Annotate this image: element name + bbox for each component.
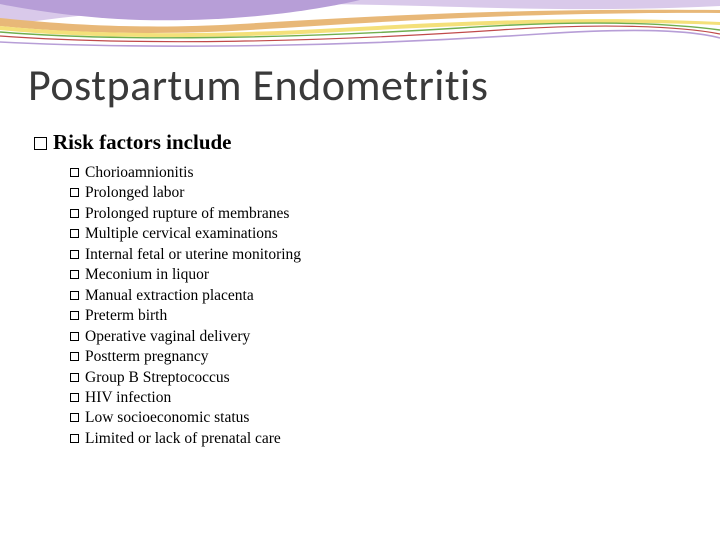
- list-item: Operative vaginal delivery: [70, 327, 692, 347]
- list-item-label: Meconium in liquor: [85, 266, 209, 283]
- list-item: HIV infection: [70, 388, 692, 408]
- list-item-label: Operative vaginal delivery: [85, 328, 250, 345]
- list-item-label: Prolonged labor: [85, 184, 184, 201]
- list-item: Preterm birth: [70, 306, 692, 326]
- bullet-box-icon: [70, 291, 79, 300]
- bullet-box-icon: [70, 434, 79, 443]
- subheading-text: Risk factors include: [53, 130, 232, 154]
- page-title: Postpartum Endometritis: [28, 58, 692, 112]
- risk-factors-list: Chorioamnionitis Prolonged labor Prolonged…: [70, 163, 692, 449]
- list-item-label: Prolonged rupture of membranes: [85, 205, 289, 222]
- bullet-box-icon: [70, 352, 79, 361]
- list-item: Internal fetal or uterine monitoring: [70, 245, 692, 265]
- list-item-label: Internal fetal or uterine monitoring: [85, 246, 301, 263]
- bullet-box-icon: [70, 270, 79, 279]
- bullet-box-icon: [70, 250, 79, 259]
- list-item: Meconium in liquor: [70, 265, 692, 285]
- bullet-box-icon: [70, 413, 79, 422]
- list-item: Prolonged labor: [70, 183, 692, 203]
- list-item-label: Postterm pregnancy: [85, 348, 209, 365]
- list-item-label: Low socioeconomic status: [85, 409, 249, 426]
- list-item-label: Multiple cervical examinations: [85, 225, 278, 242]
- list-item-label: HIV infection: [85, 389, 171, 406]
- list-item: Manual extraction placenta: [70, 286, 692, 306]
- bullet-box-icon: [70, 188, 79, 197]
- list-item: Multiple cervical examinations: [70, 224, 692, 244]
- list-item: Prolonged rupture of membranes: [70, 204, 692, 224]
- list-item: Low socioeconomic status: [70, 408, 692, 428]
- list-item-label: Group B Streptococcus: [85, 369, 230, 386]
- bullet-box-icon: [70, 168, 79, 177]
- list-item-label: Limited or lack of prenatal care: [85, 430, 281, 447]
- bullet-box-icon: [70, 311, 79, 320]
- list-item-label: Chorioamnionitis: [85, 164, 194, 181]
- subheading: Risk factors include: [34, 130, 692, 155]
- list-item: Chorioamnionitis: [70, 163, 692, 183]
- list-item: Postterm pregnancy: [70, 347, 692, 367]
- list-item: Group B Streptococcus: [70, 368, 692, 388]
- bullet-box-icon: [34, 137, 47, 150]
- bullet-box-icon: [70, 393, 79, 402]
- bullet-box-icon: [70, 229, 79, 238]
- bullet-box-icon: [70, 209, 79, 218]
- slide-content: Postpartum Endometritis Risk factors inc…: [28, 58, 692, 449]
- list-item-label: Manual extraction placenta: [85, 287, 254, 304]
- list-item-label: Preterm birth: [85, 307, 167, 324]
- list-item: Limited or lack of prenatal care: [70, 429, 692, 449]
- bullet-box-icon: [70, 332, 79, 341]
- bullet-box-icon: [70, 373, 79, 382]
